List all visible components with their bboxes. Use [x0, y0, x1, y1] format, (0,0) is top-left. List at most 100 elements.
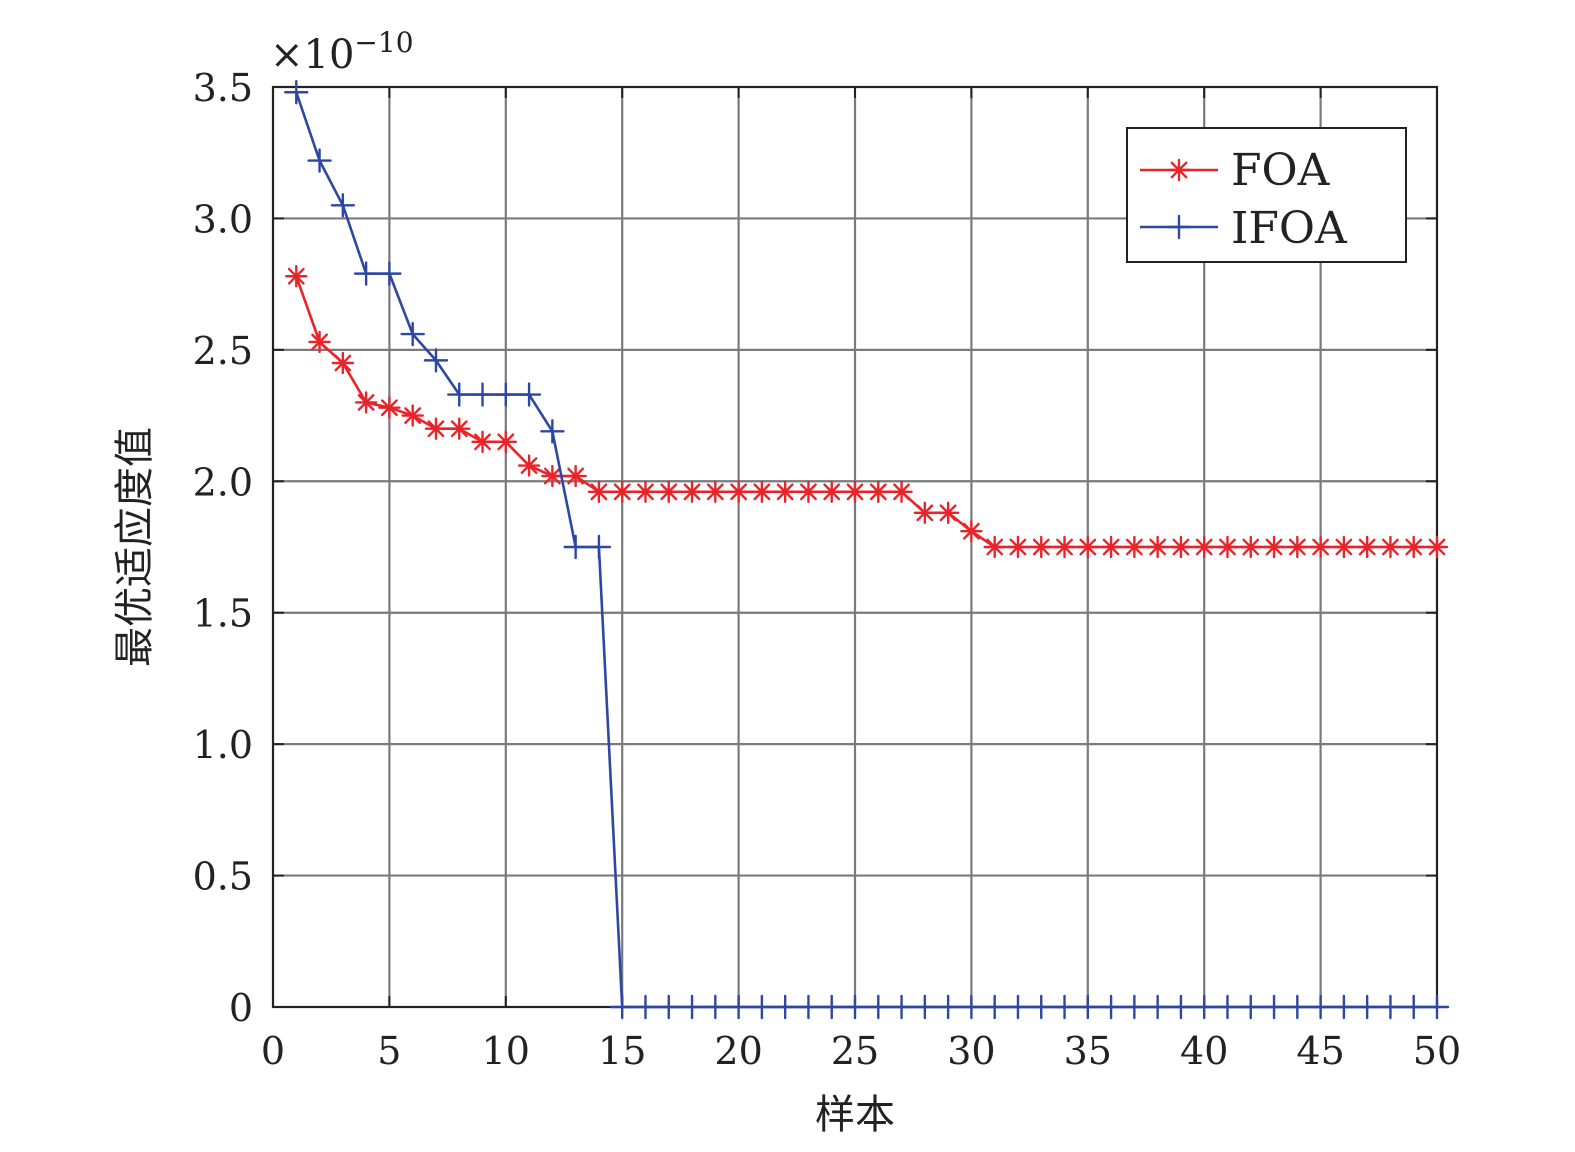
y-tick-label: 2.0: [193, 460, 253, 504]
legend-marker-foa: [1167, 158, 1191, 182]
x-tick-label: 25: [831, 1029, 879, 1073]
y-tick-label: 1.0: [193, 723, 253, 767]
series-foa: [285, 265, 1449, 559]
data-point-foa: [611, 480, 634, 503]
series-group: [284, 80, 1450, 1020]
data-point-foa: [1053, 535, 1076, 559]
data-point-ifoa: [749, 994, 775, 1020]
legend-marker-ifoa: [1166, 214, 1192, 240]
data-point-foa: [494, 430, 517, 454]
y-tick-label: 0.5: [193, 855, 253, 899]
data-point-foa: [424, 417, 448, 440]
x-tick-label: 50: [1413, 1029, 1461, 1073]
data-point-foa: [285, 265, 308, 288]
data-point-ifoa: [842, 994, 868, 1020]
data-point-foa: [750, 480, 774, 503]
data-point-foa: [913, 501, 937, 525]
data-point-ifoa: [284, 80, 309, 105]
data-point-ifoa: [1331, 994, 1357, 1020]
y-exponent-label: ×10−10: [270, 26, 414, 78]
data-point-foa: [1402, 535, 1425, 559]
data-point-ifoa: [1238, 994, 1263, 1020]
data-point-ifoa: [423, 348, 449, 373]
data-point-ifoa: [563, 534, 588, 560]
data-point-ifoa: [516, 382, 542, 407]
data-point-foa: [843, 480, 867, 503]
x-tick-label: 20: [714, 1029, 762, 1073]
y-tick-label: 0: [229, 986, 253, 1030]
data-point-foa: [820, 480, 843, 503]
legend: FOA IFOA: [1126, 127, 1407, 263]
data-point-foa: [331, 351, 355, 375]
data-point-foa: [517, 454, 541, 477]
data-point-foa: [1379, 535, 1402, 559]
data-point-foa: [1425, 535, 1449, 559]
data-point-ifoa: [1285, 994, 1310, 1020]
x-axis-title: 样本: [815, 1092, 895, 1138]
data-point-foa: [727, 480, 750, 503]
data-point-ifoa: [703, 994, 728, 1020]
y-tick-label: 2.5: [193, 329, 253, 373]
data-point-ifoa: [912, 994, 938, 1020]
data-point-foa: [657, 480, 680, 503]
data-point-ifoa: [400, 321, 425, 347]
data-point-foa: [448, 417, 471, 440]
data-point-ifoa: [935, 994, 961, 1020]
data-point-ifoa: [1122, 994, 1147, 1020]
data-point-ifoa: [772, 994, 798, 1020]
data-point-foa: [1146, 535, 1169, 559]
series-ifoa: [284, 80, 1450, 1020]
data-point-foa: [704, 480, 727, 503]
data-point-ifoa: [1029, 994, 1054, 1020]
data-point-foa: [1192, 535, 1216, 559]
data-point-foa: [960, 520, 983, 543]
data-point-foa: [936, 501, 960, 525]
data-point-foa: [1006, 535, 1030, 559]
data-point-ifoa: [1424, 994, 1450, 1020]
data-point-ifoa: [1191, 994, 1217, 1020]
data-point-foa: [1286, 535, 1309, 559]
data-point-ifoa: [1052, 994, 1077, 1020]
data-point-foa: [1169, 535, 1193, 559]
x-tick-label: 35: [1064, 1029, 1112, 1073]
data-point-ifoa: [1005, 994, 1031, 1020]
data-point-ifoa: [1168, 994, 1194, 1020]
legend-ifoa-label: IFOA: [1231, 203, 1348, 254]
data-point-ifoa: [330, 193, 356, 218]
x-tick-label: 5: [377, 1029, 401, 1073]
data-point-ifoa: [353, 261, 379, 286]
data-point-ifoa: [1378, 994, 1403, 1020]
data-point-ifoa: [1215, 994, 1240, 1020]
data-point-ifoa: [819, 994, 844, 1020]
data-point-foa: [1030, 535, 1053, 559]
data-point-foa: [1239, 535, 1262, 559]
data-point-ifoa: [1098, 994, 1124, 1020]
legend-foa-marker-icon: [1167, 158, 1191, 182]
data-point-ifoa: [679, 994, 705, 1020]
data-point-ifoa: [1145, 994, 1170, 1020]
data-point-ifoa: [377, 261, 402, 286]
x-tick-label: 0: [261, 1029, 285, 1073]
data-point-foa: [680, 480, 704, 503]
data-point-foa: [983, 535, 1006, 559]
data-point-foa: [773, 480, 797, 503]
data-point-ifoa: [726, 994, 751, 1020]
data-point-ifoa: [470, 382, 495, 407]
data-point-foa: [890, 480, 913, 503]
data-point-ifoa: [493, 382, 518, 407]
data-point-foa: [797, 480, 820, 503]
x-tick-label: 40: [1180, 1029, 1228, 1073]
data-point-foa: [634, 480, 657, 503]
data-point-ifoa: [656, 994, 681, 1020]
data-point-foa: [587, 480, 611, 503]
y-tick-label: 3.5: [193, 66, 253, 110]
x-tick-label: 45: [1296, 1029, 1344, 1073]
data-point-foa: [1216, 535, 1239, 559]
axis-ticks: 0 5 10 15 20 25 30 35 40 45 50 0 0.5 1.0 1.5 2.0 2.5 3.0 3…: [193, 66, 1462, 1073]
legend-ifoa-marker-icon: [1166, 214, 1192, 240]
data-point-ifoa: [1261, 994, 1287, 1020]
data-point-foa: [1076, 535, 1100, 559]
data-point-foa: [1309, 535, 1332, 559]
y-tick-label: 1.5: [193, 592, 253, 636]
